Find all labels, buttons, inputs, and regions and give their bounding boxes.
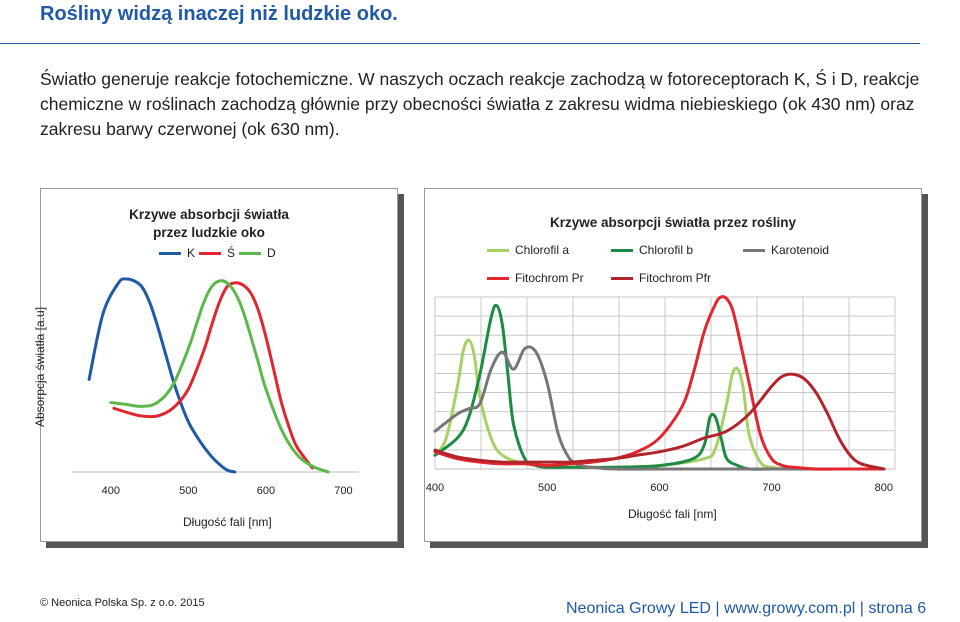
legend-swatch-s <box>199 251 221 255</box>
human-chart-title-line1: Krzywe absorbcji światła <box>129 207 289 222</box>
x-tick-label: 800 <box>875 482 893 494</box>
human-chart-title-line2: przez ludzkie oko <box>153 225 265 240</box>
x-tick-label: 500 <box>179 485 197 497</box>
page-title: Rośliny widzą inaczej niż ludzkie oko. <box>40 3 398 25</box>
plant-chart-plot: 400 500 600 700 800 <box>426 295 896 494</box>
human-eye-chart-panel: Krzywe absorbcji światła przez ludzkie o… <box>40 188 398 542</box>
human-chart-plot: 400 500 600 700 <box>72 277 359 497</box>
series-line-k <box>87 277 237 474</box>
series-line-fitochrom-pfr <box>433 372 886 471</box>
series-line-chlorofil-b <box>433 303 886 471</box>
human-y-axis-label: Absorpcja światła [a.u] <box>33 306 47 428</box>
legend-swatch-fitochrom-pfr <box>611 276 633 280</box>
copyright-notice: © Neonica Polska Sp. z o.o. 2015 <box>40 597 205 609</box>
series-line-d <box>109 279 330 474</box>
legend-label-d: D <box>267 246 276 260</box>
plant-chart-title: Krzywe absorpcji światła przez rośliny <box>549 215 797 230</box>
legend-label-chlorofil-a: Chlorofil a <box>515 243 570 257</box>
x-tick-label: 600 <box>257 485 275 497</box>
legend-swatch-chlorofil-a <box>487 248 509 252</box>
series-line-s <box>112 281 314 470</box>
x-tick-label: 700 <box>334 485 352 497</box>
footer-info: Neonica Growy LED | www.growy.com.pl | s… <box>566 600 927 617</box>
legend-item-karotenoid: Karotenoid <box>743 243 829 257</box>
human-x-axis-label: Długość fali [nm] <box>183 515 272 529</box>
legend-item-chlorofil-a: Chlorofil a <box>487 243 569 257</box>
legend-label-fitochrom-pr: Fitochrom Pr <box>515 271 584 285</box>
x-tick-label: 700 <box>762 482 780 494</box>
legend-item-fitochrom-pfr: Fitochrom Pfr <box>611 271 711 285</box>
plant-x-axis-label: Długość fali [nm] <box>628 507 717 521</box>
x-tick-label: 600 <box>650 482 668 494</box>
legend-label-k: K <box>187 246 196 260</box>
legend-item-k: K <box>159 246 195 260</box>
legend-label-karotenoid: Karotenoid <box>771 243 830 257</box>
title-divider <box>0 43 920 44</box>
legend-swatch-fitochrom-pr <box>487 276 509 280</box>
legend-item-d: D <box>239 246 276 260</box>
legend-swatch-karotenoid <box>743 248 765 252</box>
legend-item-fitochrom-pr: Fitochrom Pr <box>487 271 584 285</box>
human-chart-title: Krzywe absorbcji światła przez ludzkie o… <box>41 206 377 242</box>
legend-swatch-chlorofil-b <box>611 248 633 252</box>
legend-label-s: Ś <box>227 246 236 260</box>
legend-label-chlorofil-b: Chlorofil b <box>639 243 694 257</box>
x-tick-label: 400 <box>426 482 444 494</box>
legend-swatch-k <box>159 251 181 255</box>
x-tick-label: 400 <box>102 485 120 497</box>
series-line-fitochrom-pr <box>433 295 886 471</box>
legend-swatch-d <box>239 251 261 255</box>
series-line-karotenoid <box>433 345 886 471</box>
plant-chart-panel: Krzywe absorpcji światła przez rośliny C… <box>424 188 922 542</box>
legend-item-chlorofil-b: Chlorofil b <box>611 243 693 257</box>
x-tick-label: 500 <box>538 482 556 494</box>
legend-item-s: Ś <box>199 246 235 260</box>
legend-label-fitochrom-pfr: Fitochrom Pfr <box>639 271 712 285</box>
intro-paragraph: Światło generuje reakcje fotochemiczne. … <box>40 69 920 139</box>
